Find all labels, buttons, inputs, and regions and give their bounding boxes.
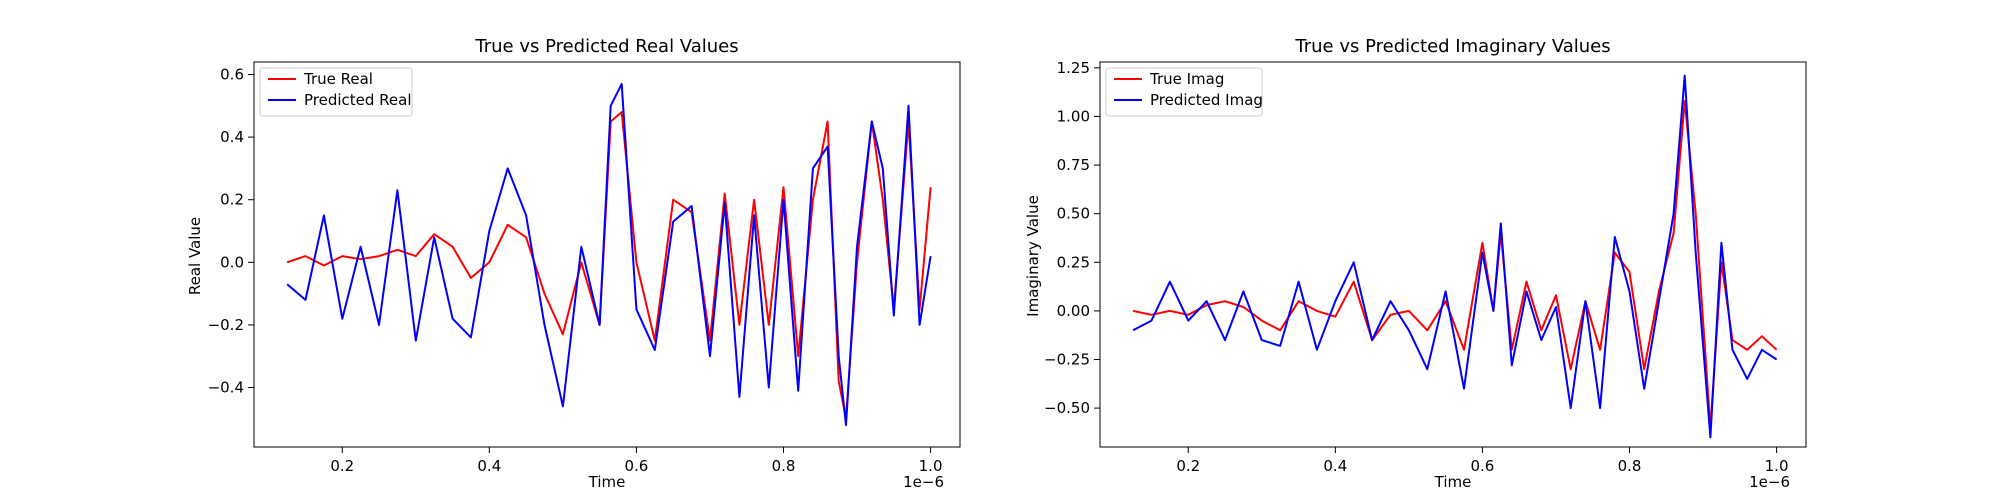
- x-tick-label: 0.8: [1618, 457, 1642, 475]
- legend: True Real Predicted Real: [259, 67, 413, 117]
- x-axis-label: Time: [1434, 473, 1472, 491]
- chart-title: True vs Predicted Real Values: [474, 36, 738, 57]
- axis-ticks: 0.2 0.4 0.6 0.8 1.0 −0.4 −0.2 0.0 0.2 0.4 0.6: [208, 66, 943, 475]
- imaginary-values-chart: True vs Predicted Imaginary Values Time …: [1024, 36, 1807, 491]
- chart-title: True vs Predicted Imaginary Values: [1294, 36, 1610, 57]
- x-tick-label: 0.6: [1470, 457, 1494, 475]
- y-tick-label: 0.4: [220, 128, 244, 146]
- x-axis-label: Time: [588, 473, 626, 491]
- legend-box: [259, 67, 413, 117]
- x-tick-label: 0.6: [624, 457, 648, 475]
- legend: True Imag Predicted Imag: [1105, 67, 1263, 117]
- axis-ticks: 0.2 0.4 0.6 0.8 1.0 −0.50 −0.25 0.00 0.25 0.50 0.7…: [1044, 59, 1788, 475]
- x-offset-label: 1e−6: [1749, 473, 1790, 491]
- y-tick-label: −0.2: [208, 316, 244, 334]
- x-tick-label: 0.4: [1323, 457, 1347, 475]
- y-axis-label: Imaginary Value: [1024, 195, 1042, 317]
- x-tick-label: 1.0: [919, 457, 943, 475]
- y-tick-label: −0.50: [1044, 399, 1090, 417]
- x-offset-label: 1e−6: [903, 473, 944, 491]
- y-tick-label: 0.00: [1057, 302, 1090, 320]
- plot-frame: [1099, 61, 1807, 448]
- x-tick-label: 0.8: [772, 457, 796, 475]
- x-tick-label: 0.2: [1176, 457, 1200, 475]
- series-line-predicted: [1132, 74, 1778, 439]
- series-line-true: [1132, 99, 1778, 429]
- y-tick-label: 0.2: [220, 191, 244, 209]
- y-axis-label: Real Value: [186, 217, 204, 295]
- x-tick-label: 0.4: [477, 457, 501, 475]
- x-tick-label: 0.2: [330, 457, 354, 475]
- x-tick-label: 1.0: [1765, 457, 1789, 475]
- legend-label-true: True Imag: [1149, 70, 1224, 88]
- legend-label-true: True Real: [303, 70, 373, 88]
- y-tick-label: 0.50: [1057, 205, 1090, 223]
- legend-label-predicted: Predicted Imag: [1150, 91, 1263, 109]
- plot-frame: [253, 61, 961, 448]
- legend-box: [1105, 67, 1263, 117]
- series-line-predicted: [286, 82, 932, 427]
- y-tick-label: 0.6: [220, 66, 244, 84]
- y-tick-label: 0.0: [220, 253, 244, 271]
- y-tick-label: 1.00: [1057, 107, 1090, 125]
- real-values-chart: True vs Predicted Real Values Time Real …: [186, 36, 961, 491]
- y-tick-label: −0.25: [1044, 351, 1090, 369]
- series-lines: [1132, 74, 1778, 439]
- legend-label-predicted: Predicted Real: [304, 91, 412, 109]
- y-tick-label: 0.25: [1057, 253, 1090, 271]
- y-tick-label: 1.25: [1057, 59, 1090, 77]
- y-tick-label: 0.75: [1057, 156, 1090, 174]
- series-lines: [286, 82, 932, 427]
- y-tick-label: −0.4: [208, 379, 244, 397]
